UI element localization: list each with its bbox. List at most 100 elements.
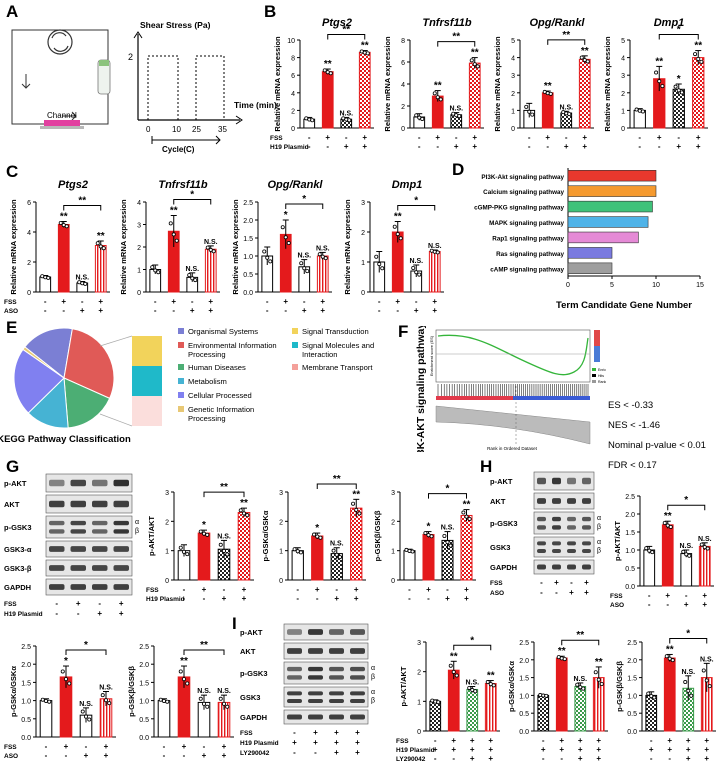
significance-mark: ** [450, 651, 458, 662]
y-tick-label: 8 [401, 38, 405, 45]
condition-sign: + [704, 736, 709, 745]
legend-label: Hits [598, 374, 604, 378]
chart-title: Opg/Rankl [529, 17, 585, 29]
condition-sign: + [696, 133, 701, 142]
bar [460, 514, 473, 581]
condition-sign: + [104, 751, 109, 760]
condition-sign: - [45, 751, 48, 760]
data-point [596, 677, 601, 682]
bar [39, 700, 53, 738]
blot-band [70, 584, 86, 590]
condition-sign: + [657, 133, 662, 142]
blot-band [113, 565, 129, 571]
blot-band [582, 541, 591, 546]
data-point [64, 677, 69, 682]
blot-label: p-GSK3 [4, 523, 32, 532]
blot-band [552, 549, 561, 553]
condition-sign: + [470, 736, 475, 745]
legend-label-cont: Interaction [302, 350, 337, 359]
blot-band [70, 546, 86, 552]
y-tick-label: 0 [621, 126, 625, 133]
data-point [707, 684, 712, 689]
significance-mark: N.S. [204, 239, 218, 246]
pie-title: KEGG Pathway Classification [0, 434, 131, 445]
condition-sign: + [355, 738, 360, 747]
condition-sign: - [434, 754, 437, 763]
condition-sign: - [648, 591, 651, 600]
y-tick-label: 3 [417, 640, 421, 647]
y-tick-label: 0.0 [625, 584, 635, 591]
data-point [548, 91, 553, 96]
blot-band [552, 541, 561, 546]
blot-band [113, 500, 129, 508]
bracket-label: * [84, 640, 88, 651]
y-tick-label: 5 [511, 38, 515, 45]
condition-sign: - [65, 751, 68, 760]
bar [680, 553, 693, 587]
data-point [467, 685, 472, 690]
chart-title: Ptgs2 [58, 179, 88, 191]
data-point [205, 532, 210, 537]
condition-sign: + [435, 133, 440, 142]
comparison-bracket [183, 649, 225, 656]
condition-sign: - [62, 306, 65, 315]
condition-sign: + [354, 594, 359, 603]
comparison-bracket [428, 493, 467, 499]
bar [429, 700, 442, 732]
condition-sign: - [266, 306, 269, 315]
y-axis-label: p-GSKα/GSKα [507, 661, 516, 712]
comparison-bracket [453, 644, 492, 651]
y-tick-label: 0.5 [139, 717, 149, 724]
data-point [354, 507, 359, 512]
data-point [162, 698, 167, 703]
data-point [679, 90, 684, 95]
exploded-segment [132, 396, 162, 426]
condition-sign: - [650, 736, 653, 745]
y-tick-label: 0.0 [21, 735, 31, 742]
data-point [225, 704, 230, 709]
category-label: Rap1 signaling pathway [492, 236, 564, 243]
data-point [380, 266, 385, 271]
condition-row-label: FSS [4, 299, 17, 306]
y-tick-label: 1.0 [139, 699, 149, 706]
condition-sign: - [648, 600, 651, 609]
y-tick-label: 6 [27, 200, 31, 207]
shear-stress-axis-label: Shear Stress (Pa) [140, 20, 211, 30]
blot-frame [533, 559, 595, 575]
data-point [681, 549, 686, 554]
blot-band [308, 666, 323, 672]
legend-label: Organismal Systems [188, 327, 258, 336]
y-tick-label: 1 [361, 260, 365, 267]
condition-sign: - [378, 297, 381, 306]
pie-slice [22, 346, 65, 379]
blot-band [70, 565, 86, 571]
blot-band [49, 565, 65, 571]
enrichment-curve [437, 334, 589, 376]
data-point [654, 70, 659, 75]
data-point [687, 553, 692, 558]
condition-sign: + [470, 754, 475, 763]
condition-sign: + [464, 585, 469, 594]
blot-frame [45, 578, 133, 596]
data-point [100, 693, 105, 698]
data-point [107, 701, 112, 706]
colorbar-low [594, 346, 600, 362]
condition-sign: + [559, 745, 564, 754]
condition-sign: + [208, 306, 213, 315]
significance-mark: N.S. [339, 110, 353, 117]
condition-sign: + [334, 748, 339, 757]
alpha-marker: α [371, 665, 375, 672]
condition-sign: + [119, 609, 124, 618]
blot-band [113, 529, 129, 534]
legend-label-cont: Processing [188, 414, 226, 423]
data-point [283, 235, 288, 240]
condition-sign: + [334, 738, 339, 747]
data-point [485, 680, 490, 685]
data-point [448, 663, 453, 668]
legend-label: Signal Molecules and [302, 341, 374, 350]
y-tick-label: 2 [137, 245, 141, 252]
y-tick-label: 1.5 [21, 680, 31, 687]
condition-row-label: H19 Plasmid [240, 740, 279, 747]
data-point [323, 256, 328, 261]
